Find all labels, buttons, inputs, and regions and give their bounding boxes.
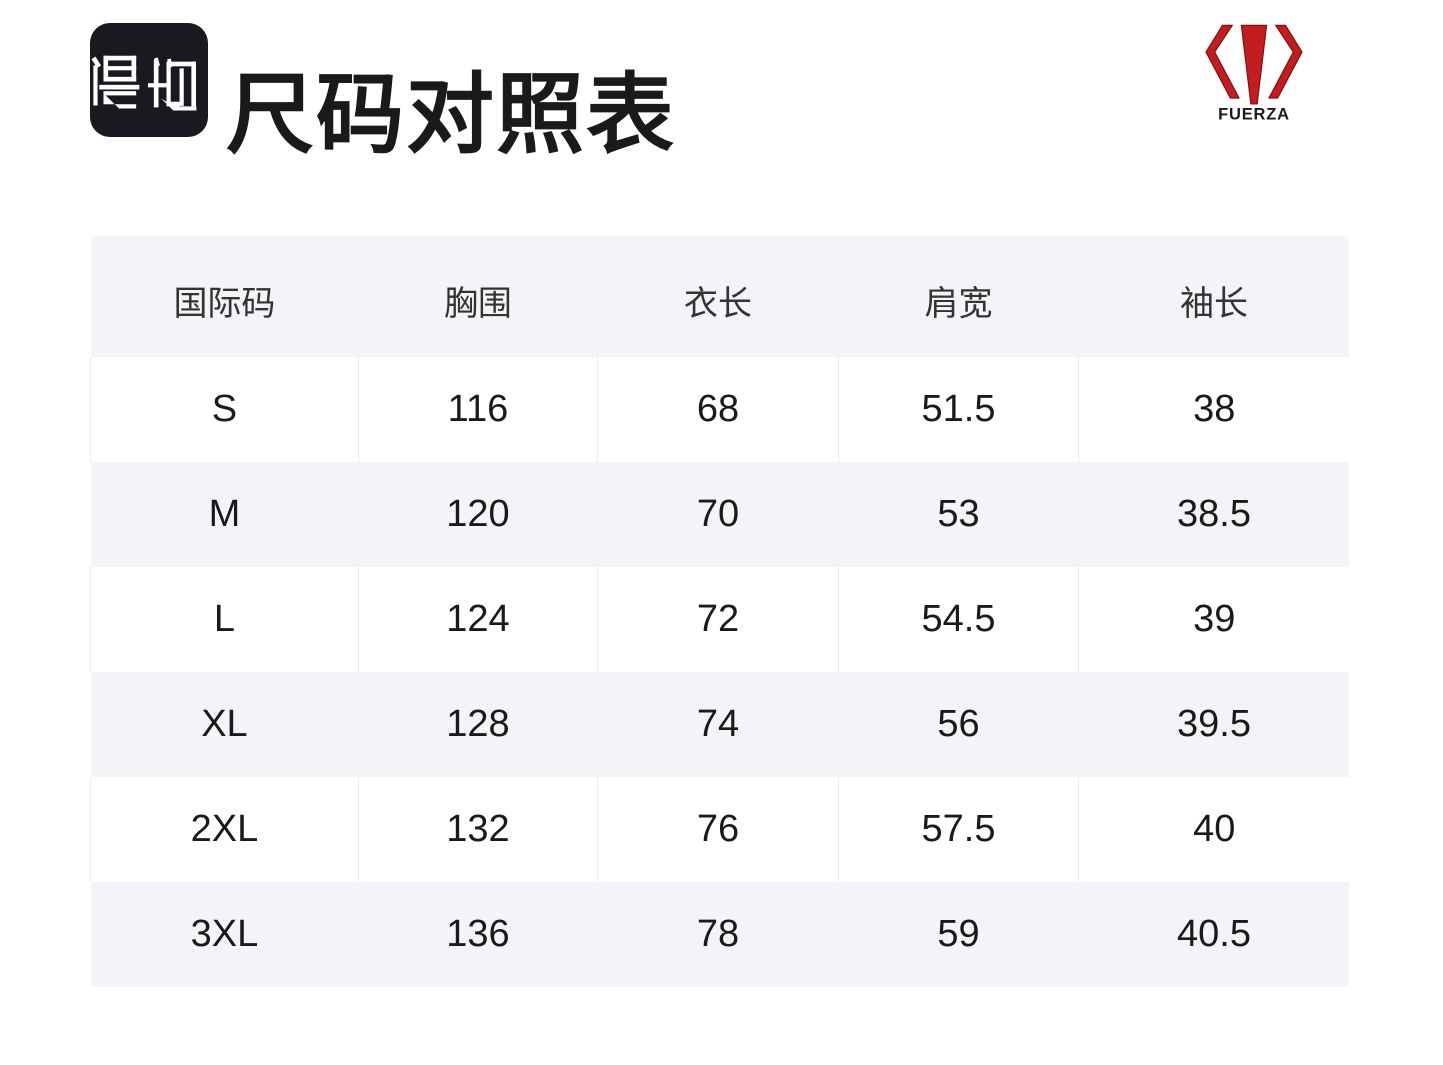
svg-text:FUERZA: FUERZA (1218, 105, 1290, 124)
